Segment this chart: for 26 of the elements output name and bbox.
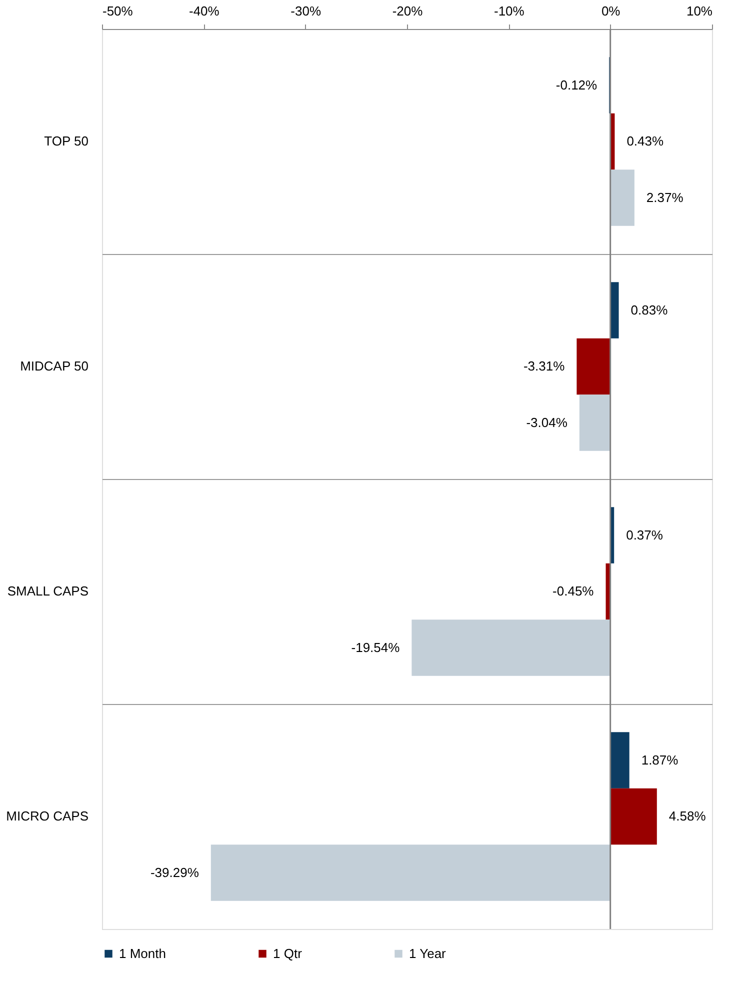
x-tick-label: -10%	[494, 4, 525, 18]
data-label: -0.12%	[556, 77, 598, 92]
x-tick-label: -50%	[102, 4, 134, 18]
data-label: 0.43%	[626, 134, 664, 148]
x-tick-label: -30%	[290, 4, 322, 18]
y-tick-label: TOP 50	[44, 134, 88, 148]
y-tick-label: SMALL CAPS	[7, 584, 89, 598]
data-label: -3.31%	[523, 358, 566, 374]
data-label: 0.37%	[626, 527, 664, 542]
legend-label: 1 Qtr	[273, 946, 303, 961]
x-tick-label: -20%	[392, 4, 424, 18]
data-label: 2.37%	[646, 190, 684, 205]
data-label: -3.04%	[526, 414, 568, 430]
data-label: 0.83%	[630, 302, 668, 318]
data-label: 1.87%	[641, 752, 679, 768]
data-label: -39.29%	[150, 864, 200, 880]
data-label: -19.54%	[351, 640, 400, 655]
data-label: 4.58%	[668, 808, 706, 824]
legend-label: 1 Year	[409, 946, 447, 961]
data-label: -0.45%	[552, 584, 594, 598]
x-tick-label: 0%	[601, 4, 621, 18]
y-tick-label: MICRO CAPS	[6, 808, 89, 824]
y-tick-label: MIDCAP 50	[20, 358, 88, 374]
x-tick-label: -40%	[188, 4, 220, 18]
x-tick-label: 10%	[686, 4, 713, 18]
legend-label: 1 Month	[119, 946, 166, 961]
